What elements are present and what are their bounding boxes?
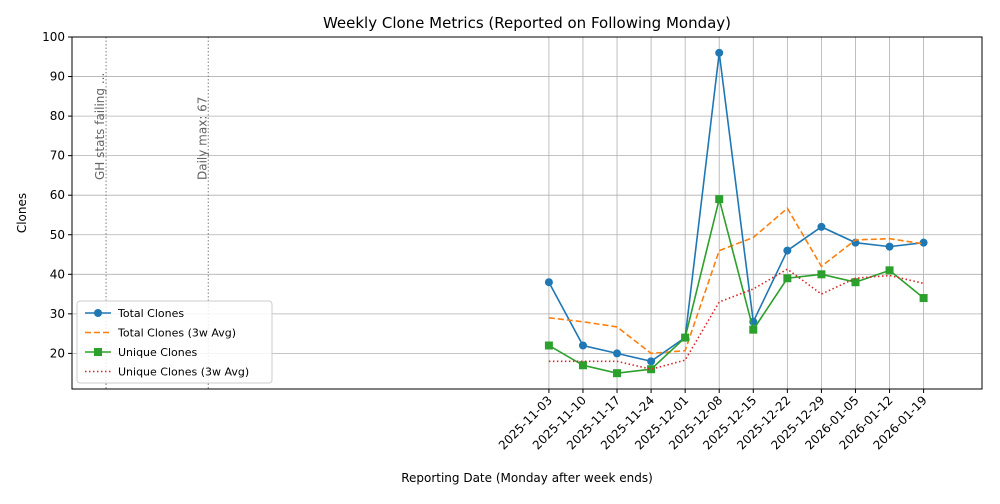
legend-marker bbox=[94, 348, 102, 356]
data-point bbox=[715, 195, 724, 204]
data-point bbox=[885, 242, 894, 251]
data-point bbox=[919, 238, 928, 247]
data-point bbox=[919, 294, 928, 303]
legend-marker bbox=[94, 309, 102, 317]
data-point bbox=[817, 270, 826, 279]
legend-label: Unique Clones (3w Avg) bbox=[118, 366, 249, 379]
data-point bbox=[783, 246, 792, 255]
annotation-label: GH stats failing ... bbox=[93, 73, 107, 180]
annotation-label: Daily max: 67 bbox=[195, 97, 209, 180]
legend-label: Total Clones (3w Avg) bbox=[117, 327, 236, 340]
series-line bbox=[548, 52, 924, 363]
data-point bbox=[613, 349, 622, 358]
y-tick-label: 100 bbox=[42, 30, 65, 44]
data-point bbox=[749, 325, 758, 334]
plot-frame bbox=[71, 36, 983, 390]
y-tick-label: 80 bbox=[50, 109, 65, 123]
data-point bbox=[885, 266, 894, 275]
data-point bbox=[681, 333, 690, 342]
data-point bbox=[851, 278, 860, 287]
data-point bbox=[817, 222, 826, 231]
y-tick-label: 70 bbox=[50, 149, 65, 163]
series-line bbox=[548, 207, 924, 355]
data-point bbox=[647, 357, 656, 366]
data-point bbox=[783, 274, 792, 283]
x-axis-label: Reporting Date (Monday after week ends) bbox=[401, 471, 653, 485]
data-point bbox=[578, 361, 587, 370]
y-tick-label: 90 bbox=[50, 70, 65, 84]
data-point bbox=[613, 369, 622, 378]
legend: Total Clones Total Clones (3w Avg) Unique … bbox=[76, 300, 273, 384]
y-tick-label: 60 bbox=[50, 188, 65, 202]
chart-title: Weekly Clone Metrics (Reported on Follow… bbox=[323, 14, 731, 32]
y-tick-label: 40 bbox=[50, 267, 65, 281]
y-tick-label: 50 bbox=[50, 228, 65, 242]
legend-label: Total Clones bbox=[117, 307, 184, 320]
y-axis-label: Clones bbox=[15, 193, 29, 233]
data-point bbox=[647, 365, 656, 374]
data-point bbox=[544, 278, 553, 287]
y-tick-label: 30 bbox=[50, 307, 65, 321]
series-line bbox=[548, 198, 925, 374]
data-point bbox=[715, 48, 724, 57]
y-tick-label: 20 bbox=[50, 346, 65, 360]
legend-label: Unique Clones bbox=[118, 346, 198, 359]
data-point bbox=[544, 341, 553, 350]
legend-box bbox=[76, 300, 273, 384]
data-point bbox=[578, 341, 587, 350]
